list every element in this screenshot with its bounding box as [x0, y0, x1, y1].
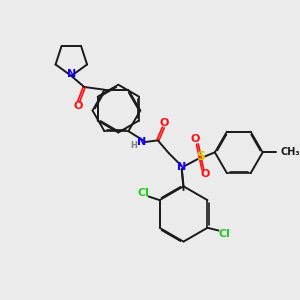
Text: S: S	[196, 150, 205, 164]
Text: CH₃: CH₃	[280, 147, 300, 157]
Text: Cl: Cl	[137, 188, 149, 198]
Text: N: N	[67, 69, 76, 79]
Text: O: O	[191, 134, 200, 144]
Text: N: N	[136, 137, 146, 147]
Text: O: O	[200, 169, 209, 179]
Text: O: O	[160, 118, 169, 128]
Text: O: O	[73, 101, 83, 111]
Text: H: H	[130, 141, 137, 150]
Text: N: N	[177, 162, 186, 172]
Text: Cl: Cl	[218, 229, 230, 239]
